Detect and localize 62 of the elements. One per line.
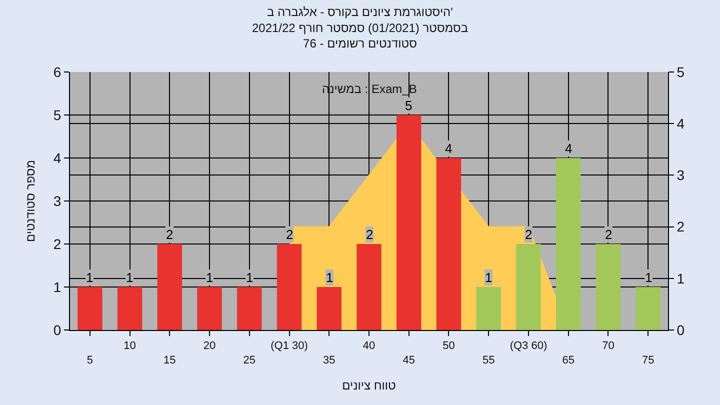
bar <box>157 244 182 330</box>
y2-tick-label: 2 <box>676 218 685 235</box>
data-label: 5 <box>405 98 412 113</box>
y2-tick-label: 5 <box>676 64 685 80</box>
data-label: 4 <box>565 141 572 156</box>
bar <box>117 287 142 330</box>
bar <box>596 244 621 330</box>
data-label: 2 <box>366 227 374 242</box>
data-label: 1 <box>126 270 134 285</box>
bar <box>197 287 222 330</box>
bar <box>316 287 342 330</box>
y-tick-label: 5 <box>53 106 62 123</box>
bar <box>556 158 581 330</box>
bar <box>636 287 660 330</box>
data-label: 2 <box>605 227 612 242</box>
data-label: 2 <box>286 227 294 242</box>
y2-tick-label: 4 <box>676 116 685 132</box>
y-tick-label: 3 <box>53 192 62 209</box>
bar <box>237 287 262 330</box>
x-tick-label: 55 <box>482 354 495 366</box>
x-tick-label: 50 <box>442 340 455 352</box>
y-tick-label: 2 <box>53 236 62 252</box>
x-axis-title: טווח ציונים <box>342 378 396 392</box>
y2-tick-label: 1 <box>676 270 685 286</box>
bar <box>396 115 422 330</box>
bar <box>276 244 302 330</box>
data-label: 2 <box>166 227 174 242</box>
chart-title: היסטוגרמת ציונים בקורס - אלגברה ב' <box>267 5 453 20</box>
data-label: 1 <box>485 270 492 285</box>
data-label: 2 <box>525 227 532 242</box>
x-tick-label: 45 <box>402 354 415 366</box>
x-tick-label: 40 <box>362 340 376 352</box>
bar <box>476 287 501 330</box>
x-tick-label: (Q3 60) <box>510 340 548 352</box>
data-label: 1 <box>645 270 652 285</box>
data-label: 1 <box>326 270 334 285</box>
x-tick-label: 10 <box>124 340 136 352</box>
x-tick-label: 20 <box>203 340 216 352</box>
data-label: 4 <box>445 141 452 156</box>
data-label: 1 <box>86 270 94 285</box>
y-tick-label: 0 <box>53 322 62 338</box>
x-tick-label: 5 <box>86 354 93 366</box>
x-tick-label: 35 <box>323 354 336 366</box>
x-tick-label: 15 <box>164 354 176 366</box>
data-label: 1 <box>206 270 214 285</box>
y2-tick-label: 0 <box>676 322 685 338</box>
x-tick-label: 65 <box>562 354 574 366</box>
chart-subtitle: בסמסטר (01/2021) סמסטר חורף 2021/22 סטודנטים רשומים - 76 <box>252 20 468 50</box>
bar <box>78 287 102 330</box>
x-tick-label: 25 <box>243 354 256 366</box>
data-label: 1 <box>246 270 254 285</box>
x-tick-label: 75 <box>642 354 654 366</box>
y-axis-title: מספר סטודנטים <box>24 160 38 242</box>
bar <box>516 244 541 330</box>
y2-tick-label: 3 <box>676 167 685 184</box>
bar <box>436 158 462 330</box>
bar <box>356 244 382 330</box>
y-tick-label: 1 <box>53 278 62 295</box>
x-tick-label: 70 <box>602 340 614 352</box>
x-tick-label: (Q1 30) <box>270 340 308 352</box>
y-tick-label: 6 <box>53 64 62 80</box>
y-tick-label: 4 <box>53 150 62 166</box>
